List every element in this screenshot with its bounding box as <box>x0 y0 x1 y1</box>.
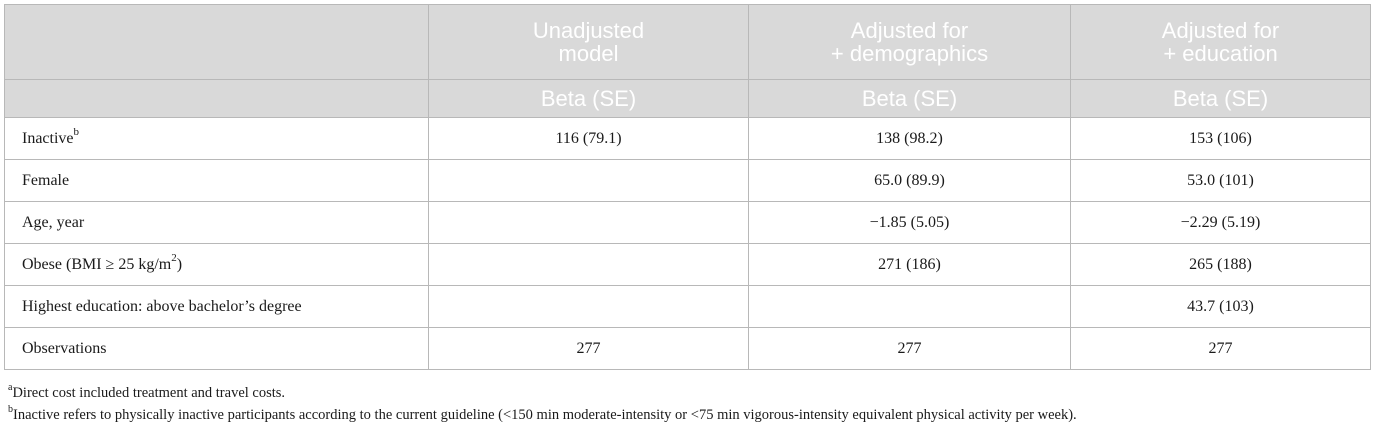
table-row: Inactiveb 116 (79.1) 138 (98.2) 153 (106) <box>4 117 1371 160</box>
header-empty-cell <box>4 79 429 118</box>
row-label-superscript: b <box>73 126 80 139</box>
header-subtitle: Beta (SE) <box>748 79 1071 118</box>
row-label-text: Inactive <box>22 129 74 147</box>
table-row: Observations 277 277 277 <box>4 327 1371 370</box>
cell-v1 <box>428 201 749 244</box>
header-unadjusted: Unadjusted model <box>428 4 749 80</box>
row-label: Observations <box>4 327 429 370</box>
header-title-line2: + demographics <box>830 41 989 66</box>
footnote-mark: b <box>8 404 13 416</box>
footnote-text: Inactive refers to physically inactive p… <box>13 407 1077 423</box>
header-row-subtitles: Beta (SE) Beta (SE) Beta (SE) <box>4 79 1371 118</box>
cell-v2: 138 (98.2) <box>748 117 1071 160</box>
cell-v1 <box>428 285 749 328</box>
row-label-suffix: ) <box>176 255 183 273</box>
row-label: Inactiveb <box>4 117 429 160</box>
cell-v3: −2.29 (5.19) <box>1070 201 1371 244</box>
header-title-line2: + education <box>1163 41 1278 66</box>
regression-table: Unadjusted model Adjusted for + demograp… <box>4 4 1371 370</box>
header-title-line2: model <box>558 41 619 66</box>
footnote-b: bInactive refers to physically inactive … <box>8 404 1077 426</box>
header-demographics: Adjusted for + demographics <box>748 4 1071 80</box>
row-label-text: Highest education: above bachelor’s degr… <box>22 297 302 315</box>
cell-v1 <box>428 243 749 286</box>
cell-v3: 277 <box>1070 327 1371 370</box>
cell-v3: 43.7 (103) <box>1070 285 1371 328</box>
cell-v2: 277 <box>748 327 1071 370</box>
table-body: Inactiveb 116 (79.1) 138 (98.2) 153 (106) Fe… <box>4 117 1371 370</box>
header-row-titles: Unadjusted model Adjusted for + demograp… <box>4 4 1371 80</box>
table-row: Highest education: above bachelor’s degr… <box>4 285 1371 328</box>
header-title-line1: Adjusted for <box>1161 18 1280 43</box>
row-label: Highest education: above bachelor’s degr… <box>4 285 429 328</box>
table-row: Female 65.0 (89.9) 53.0 (101) <box>4 159 1371 202</box>
cell-v2: 271 (186) <box>748 243 1071 286</box>
results-table-container: Unadjusted model Adjusted for + demograp… <box>4 4 1371 370</box>
cell-v3: 265 (188) <box>1070 243 1371 286</box>
row-label: Female <box>4 159 429 202</box>
footnote-a: aDirect cost included treatment and trav… <box>8 382 1077 404</box>
header-subtitle: Beta (SE) <box>1070 79 1371 118</box>
header-education: Adjusted for + education <box>1070 4 1371 80</box>
cell-v1: 116 (79.1) <box>428 117 749 160</box>
row-label-text: Observations <box>22 339 107 357</box>
row-label-text: Obese (BMI ≥ 25 kg/m <box>22 255 172 273</box>
cell-v2 <box>748 285 1071 328</box>
cell-v3: 53.0 (101) <box>1070 159 1371 202</box>
footnotes: aDirect cost included treatment and trav… <box>8 382 1077 426</box>
header-subtitle: Beta (SE) <box>428 79 749 118</box>
cell-v2: 65.0 (89.9) <box>748 159 1071 202</box>
row-label: Obese (BMI ≥ 25 kg/m2) <box>4 243 429 286</box>
cell-v2: −1.85 (5.05) <box>748 201 1071 244</box>
footnote-mark: a <box>8 382 13 394</box>
table-row: Age, year −1.85 (5.05) −2.29 (5.19) <box>4 201 1371 244</box>
header-empty-cell <box>4 4 429 80</box>
cell-v3: 153 (106) <box>1070 117 1371 160</box>
footnote-text: Direct cost included treatment and trave… <box>12 385 286 401</box>
table-row: Obese (BMI ≥ 25 kg/m2) 271 (186) 265 (188) <box>4 243 1371 286</box>
row-label-text: Female <box>22 171 70 189</box>
row-label-superscript: 2 <box>171 252 177 265</box>
header-title-line1: Unadjusted <box>532 18 645 43</box>
row-label-text: Age, year <box>22 213 85 231</box>
header-title-line1: Adjusted for <box>850 18 969 43</box>
cell-v1 <box>428 159 749 202</box>
cell-v1: 277 <box>428 327 749 370</box>
row-label: Age, year <box>4 201 429 244</box>
